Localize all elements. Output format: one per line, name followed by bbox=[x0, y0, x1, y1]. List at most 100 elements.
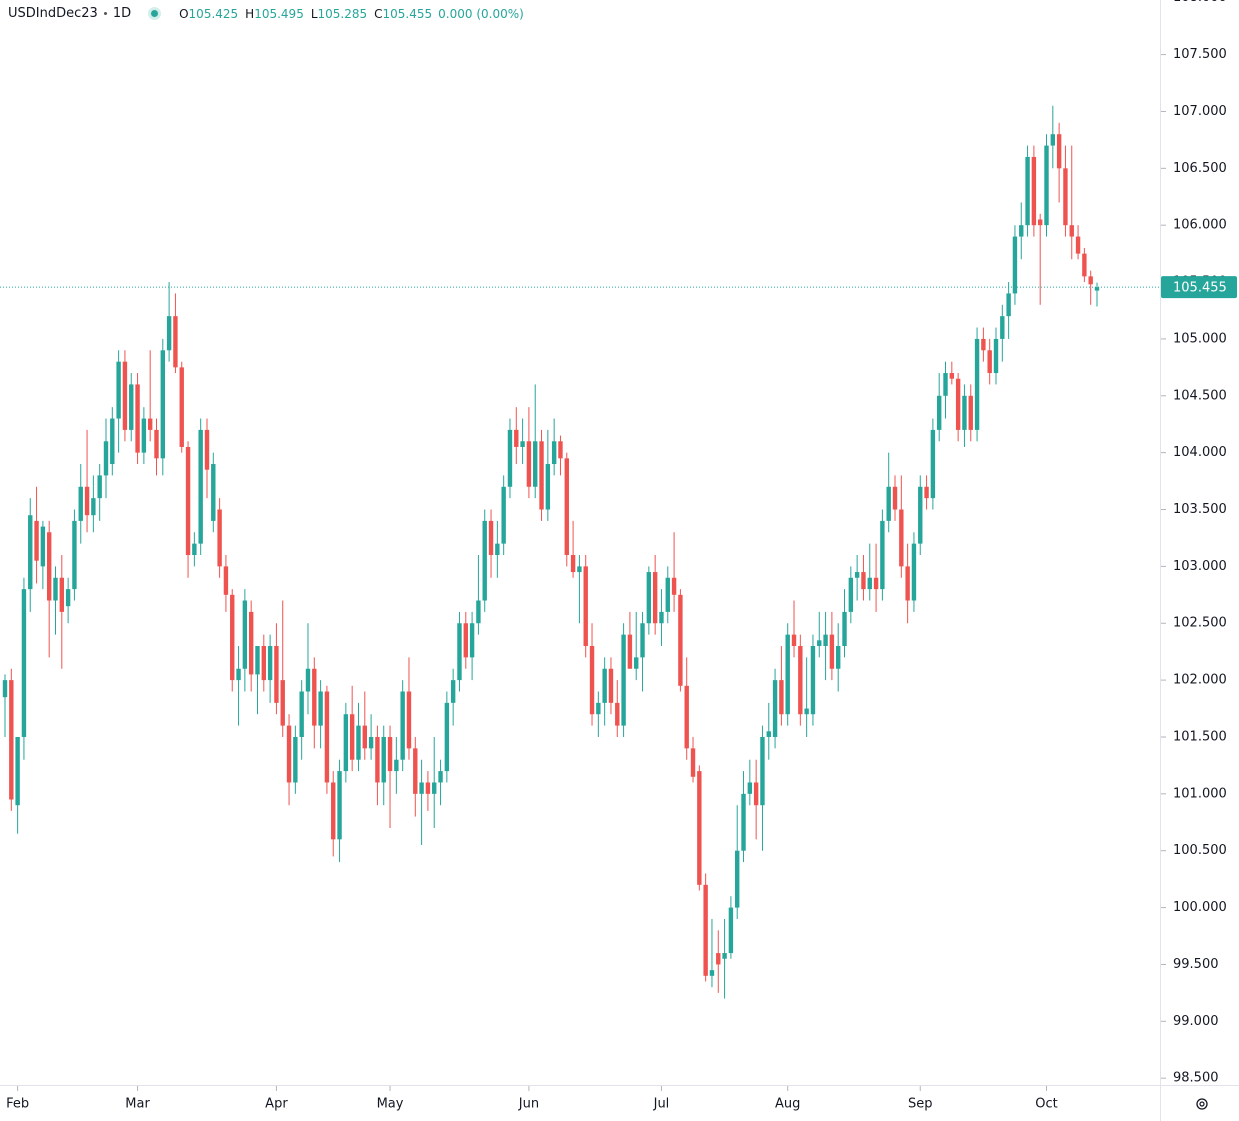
candle-body bbox=[962, 395, 967, 430]
candle-body bbox=[918, 486, 923, 544]
candle-body bbox=[53, 577, 58, 601]
candle-body bbox=[476, 600, 481, 624]
y-tick-label: 106.500 bbox=[1173, 161, 1227, 176]
candle-body bbox=[690, 748, 696, 777]
candle-body bbox=[293, 736, 298, 783]
candle-body bbox=[1050, 134, 1056, 146]
y-tick-label: 103.000 bbox=[1173, 559, 1227, 574]
candle-body bbox=[97, 475, 102, 499]
candle-body bbox=[15, 736, 20, 806]
y-tick-label: 98.500 bbox=[1173, 1071, 1219, 1086]
settings-icon[interactable] bbox=[1196, 1098, 1208, 1110]
candle-body bbox=[697, 771, 702, 885]
candle-body bbox=[324, 691, 330, 783]
candle-body bbox=[9, 680, 14, 800]
candle-body bbox=[223, 566, 229, 595]
candle-body bbox=[615, 702, 620, 726]
candle-body bbox=[583, 566, 588, 646]
candle-body bbox=[34, 520, 39, 561]
y-tick-label: 99.000 bbox=[1173, 1014, 1219, 1029]
candle-body bbox=[634, 657, 639, 669]
candle-body bbox=[911, 543, 917, 601]
candle-body bbox=[779, 680, 784, 715]
candle-body bbox=[930, 429, 936, 499]
gear-hub bbox=[1199, 1101, 1205, 1107]
candle-body bbox=[400, 691, 405, 760]
candle-body bbox=[72, 520, 77, 590]
candle-body bbox=[722, 953, 727, 959]
candle-body bbox=[236, 668, 241, 681]
candle-body bbox=[381, 736, 386, 783]
candle-body bbox=[166, 316, 172, 351]
candle-body bbox=[526, 441, 532, 487]
candle-body bbox=[804, 708, 809, 715]
candle-body bbox=[627, 634, 633, 669]
candle-body bbox=[122, 361, 128, 430]
candle-body bbox=[217, 509, 222, 567]
candle-body bbox=[810, 645, 816, 715]
candle-body bbox=[286, 725, 292, 783]
candle-body bbox=[179, 367, 184, 447]
candle-body bbox=[539, 441, 544, 510]
candle-body bbox=[1094, 287, 1100, 291]
candle-body bbox=[230, 594, 235, 681]
y-tick-label: 104.000 bbox=[1173, 445, 1227, 460]
candle-body bbox=[899, 509, 904, 567]
candle-body bbox=[735, 850, 740, 908]
candle-body bbox=[728, 907, 734, 954]
y-tick-label: 103.500 bbox=[1173, 502, 1227, 517]
candle-body bbox=[40, 526, 46, 567]
candle-body bbox=[577, 566, 582, 573]
y-tick-label: 105.000 bbox=[1173, 331, 1227, 346]
candles bbox=[2, 105, 1100, 999]
candle-body bbox=[488, 520, 494, 556]
candle-body bbox=[678, 594, 683, 686]
candle-body bbox=[135, 384, 140, 453]
candle-body bbox=[848, 577, 854, 612]
candle-body bbox=[141, 418, 147, 453]
candle-body bbox=[425, 782, 431, 794]
candle-body bbox=[129, 384, 134, 430]
candle-body bbox=[154, 429, 159, 459]
candle-body bbox=[103, 441, 109, 476]
candle-body bbox=[248, 611, 254, 675]
x-tick-label: Apr bbox=[265, 1097, 288, 1112]
candle-body bbox=[747, 782, 753, 794]
candle-body bbox=[836, 645, 841, 669]
y-tick-label: 101.500 bbox=[1173, 729, 1227, 744]
candle-body bbox=[709, 970, 715, 976]
candle-body bbox=[299, 691, 304, 737]
candle-body bbox=[791, 634, 797, 646]
candle-body bbox=[545, 464, 551, 510]
ohlc-values: O105.425 H105.495 L105.285 C105.455 bbox=[172, 7, 432, 21]
candle-body bbox=[501, 486, 506, 544]
candle-body bbox=[28, 515, 33, 590]
y-tick-label: 102.000 bbox=[1173, 673, 1227, 688]
candle-body bbox=[968, 395, 973, 430]
candle-body bbox=[829, 634, 835, 669]
candle-body bbox=[394, 759, 399, 772]
candle-body bbox=[886, 486, 891, 521]
y-tick-label: 100.000 bbox=[1173, 900, 1227, 915]
candle-body bbox=[936, 395, 942, 430]
last-price-box bbox=[1161, 276, 1237, 299]
legend-key: L bbox=[310, 6, 318, 21]
candle-body bbox=[798, 645, 803, 715]
candle-body bbox=[772, 680, 778, 737]
candle-body bbox=[854, 572, 860, 578]
candle-body bbox=[823, 634, 828, 646]
candle-body bbox=[955, 378, 961, 430]
candle-body bbox=[1088, 276, 1093, 285]
candle-body bbox=[533, 441, 538, 487]
candle-body bbox=[116, 361, 121, 419]
legend-header: USDIndDec23 1D O105.425 H105.495 L105.285 C… bbox=[8, 6, 524, 21]
candle-body bbox=[608, 668, 614, 703]
candle-body bbox=[716, 953, 721, 965]
candle-body bbox=[147, 418, 153, 430]
candle-body bbox=[46, 532, 52, 601]
candle-body bbox=[665, 577, 670, 612]
legend-key: H bbox=[245, 6, 255, 21]
candle-body bbox=[589, 645, 595, 715]
